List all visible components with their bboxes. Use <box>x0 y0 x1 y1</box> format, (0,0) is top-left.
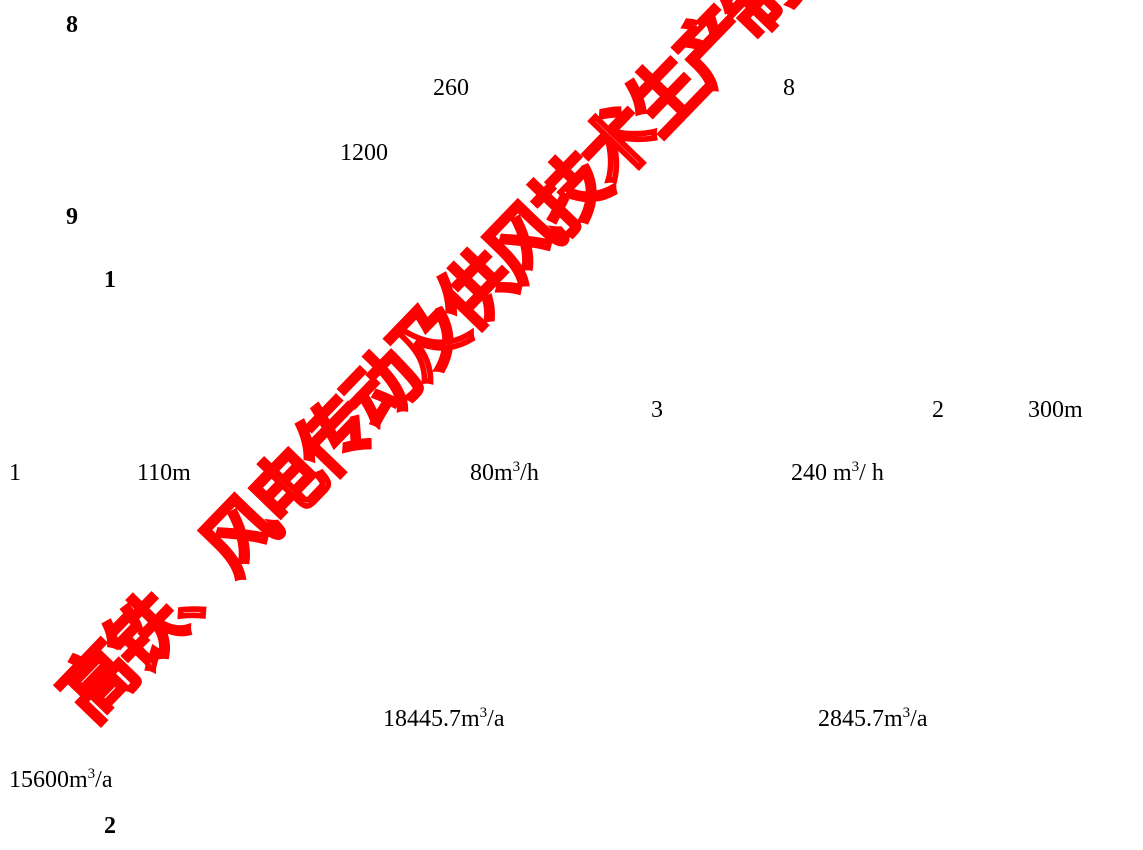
flow-240-unit: / h <box>859 460 884 486</box>
flow-80-unit: /h <box>520 460 539 486</box>
value-260: 260 <box>433 75 469 101</box>
volume-2845: 2845.7m3/a <box>818 705 928 732</box>
volume-18445: 18445.7m3/a <box>383 705 505 732</box>
section-number-8: 8 <box>66 12 78 38</box>
flow-80: 80m3/h <box>470 459 539 486</box>
value-2: 2 <box>932 397 944 423</box>
watermark-text: 高铁、风电传动及供风技术生产制 <box>44 0 813 737</box>
volume-15600: 15600m3/a <box>9 766 113 793</box>
volume-15600-number: 15600m <box>9 767 88 793</box>
volume-2845-unit: /a <box>910 706 928 732</box>
flow-240-number: 240 m <box>791 460 852 486</box>
flow-240: 240 m3/ h <box>791 459 884 486</box>
subsection-number-1: 1 <box>104 267 116 293</box>
value-110m: 110m <box>137 460 191 486</box>
volume-15600-unit: /a <box>95 767 113 793</box>
section-number-9: 9 <box>66 204 78 230</box>
flow-80-number: 80m <box>470 460 513 486</box>
value-1200: 1200 <box>340 140 388 166</box>
volume-2845-number: 2845.7m <box>818 706 903 732</box>
flow-80-sup: 3 <box>512 459 521 475</box>
flow-240-sup: 3 <box>851 459 860 475</box>
volume-18445-unit: /a <box>487 706 505 732</box>
value-3: 3 <box>651 397 663 423</box>
volume-15600-sup: 3 <box>87 766 96 782</box>
value-300m: 300m <box>1028 397 1083 423</box>
value-8: 8 <box>783 75 795 101</box>
volume-2845-sup: 3 <box>902 705 911 721</box>
value-1: 1 <box>9 460 21 486</box>
volume-18445-sup: 3 <box>479 705 488 721</box>
subsection-number-2: 2 <box>104 813 116 839</box>
volume-18445-number: 18445.7m <box>383 706 480 732</box>
